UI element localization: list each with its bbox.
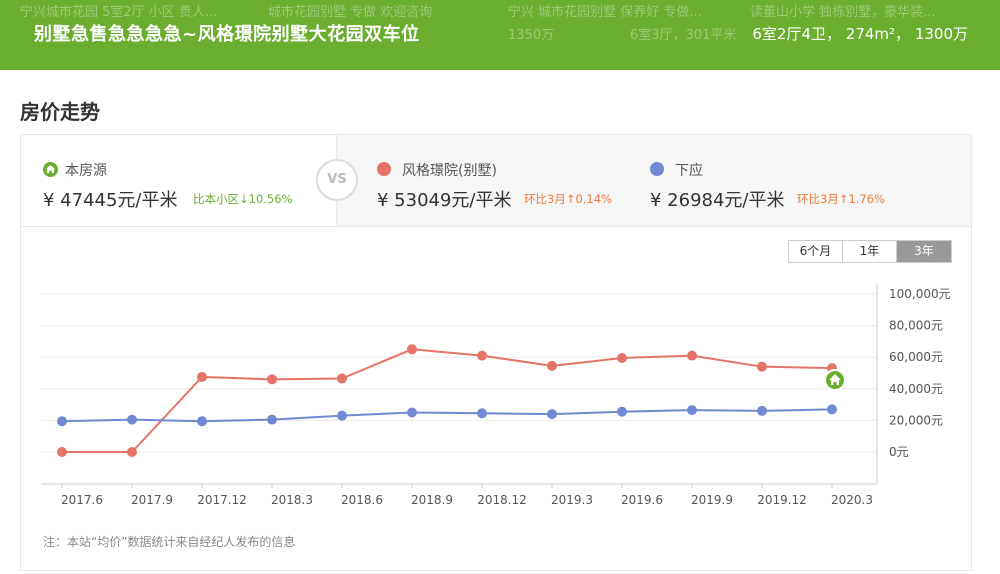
own-listing-name: 本房源 — [65, 163, 107, 179]
own-listing-change: 比本小区↓10.56% — [193, 192, 293, 206]
price-stats-row: 本房源 ¥ 47445元/平米 比本小区↓10.56% VS 风格璟院(别墅) … — [21, 135, 971, 227]
x-tick-label: 2017.12 — [197, 493, 247, 507]
time-range-tabs: 6个月 1年 3年 — [788, 240, 952, 263]
y-tick-label: 100,000元 — [889, 287, 951, 301]
ghost-snippet: 读董山小学 独栋别墅，豪华装... — [750, 5, 936, 20]
data-point — [827, 404, 837, 415]
data-point — [617, 406, 627, 417]
x-tick-label: 2017.9 — [131, 493, 173, 507]
data-point — [57, 447, 67, 457]
community-name: 风格璟院(别墅) — [402, 163, 497, 179]
ghost-snippet: 城市花园别墅 专做 欢迎咨询 — [268, 5, 433, 20]
x-tick-label: 2018.3 — [271, 493, 313, 507]
listing-title: 别墅急售急急急急~风格璟院别墅大花园双车位 — [34, 24, 420, 45]
data-point — [617, 352, 627, 363]
area-price: ¥ 26984元/平米 — [650, 190, 785, 211]
data-point — [407, 344, 417, 355]
y-tick-label: 80,000元 — [889, 319, 943, 333]
area-change: 环比3月↑1.76% — [797, 192, 885, 206]
background-listing-snippets: 宁兴城市花园 5室2厅 小区 贵人... 城市花园别墅 专做 欢迎咨询 宁兴 城… — [0, 0, 1000, 70]
data-point — [127, 447, 137, 457]
vs-badge: VS — [316, 159, 358, 201]
ghost-snippet: 1350万 — [508, 28, 555, 43]
x-tick-label: 2019.12 — [757, 493, 807, 507]
y-tick-label: 40,000元 — [889, 382, 943, 396]
series-line — [62, 348, 833, 453]
data-point — [687, 350, 697, 361]
price-trend-chart: 100,000元 80,000元 60,000元 40,000元 20,000元 0元 20… — [41, 284, 951, 507]
x-tick-label: 2020.3 — [831, 493, 873, 507]
data-point — [197, 371, 207, 382]
data-point — [197, 416, 207, 427]
tab-1-year[interactable]: 1年 — [843, 241, 897, 262]
data-point — [337, 373, 347, 384]
chart-note: 注：本站“均价”数据统计来自经纪人发布的信息 — [43, 535, 296, 549]
community-color-dot — [377, 162, 391, 176]
tab-3-years[interactable]: 3年 — [897, 241, 951, 262]
data-point — [547, 360, 557, 371]
data-point — [547, 409, 557, 420]
x-tick-label: 2019.9 — [691, 493, 733, 507]
home-icon — [43, 162, 58, 177]
listing-header-bar: 宁兴城市花园 5室2厅 小区 贵人... 城市花园别墅 专做 欢迎咨询 宁兴 城… — [0, 0, 1000, 70]
data-point — [337, 410, 347, 421]
data-point — [757, 405, 767, 416]
y-tick-label: 0元 — [889, 445, 909, 459]
data-point — [477, 350, 487, 361]
data-point — [687, 405, 697, 416]
ghost-snippet: 宁兴城市花园 5室2厅 小区 贵人... — [20, 5, 218, 20]
x-tick-label: 2018.6 — [341, 493, 383, 507]
data-point — [57, 416, 67, 427]
data-point — [407, 407, 417, 418]
own-listing-price: ¥ 47445元/平米 — [43, 190, 178, 211]
community-price: ¥ 53049元/平米 — [377, 190, 512, 211]
section-title: 房价走势 — [20, 100, 100, 124]
community-change: 环比3月↑0.14% — [524, 192, 612, 206]
x-tick-label: 2018.12 — [477, 493, 527, 507]
data-point — [127, 414, 137, 425]
price-trend-panel: 本房源 ¥ 47445元/平米 比本小区↓10.56% VS 风格璟院(别墅) … — [20, 134, 972, 571]
y-tick-label: 60,000元 — [889, 350, 943, 364]
x-tick-label: 2019.3 — [551, 493, 593, 507]
x-tick-label: 2017.6 — [61, 493, 103, 507]
x-tick-label: 2018.9 — [411, 493, 453, 507]
listing-summary: 6室2厅4卫， 274m²， 1300万 — [752, 25, 968, 43]
data-point — [267, 374, 277, 385]
data-point — [477, 408, 487, 419]
ghost-snippet: 6室3厅，301平米 — [630, 28, 737, 43]
data-point — [757, 361, 767, 372]
series-line — [61, 408, 833, 423]
y-tick-label: 20,000元 — [889, 413, 943, 427]
x-tick-label: 2019.6 — [621, 493, 663, 507]
tab-6-months[interactable]: 6个月 — [789, 241, 843, 262]
area-color-dot — [650, 162, 664, 176]
own-listing-marker-icon — [824, 369, 846, 392]
area-name: 下应 — [675, 163, 703, 179]
data-point — [267, 414, 277, 425]
ghost-snippet: 宁兴 城市花园别墅 保养好 专做... — [508, 5, 702, 20]
own-listing-stat: 本房源 ¥ 47445元/平米 比本小区↓10.56% — [21, 135, 337, 226]
